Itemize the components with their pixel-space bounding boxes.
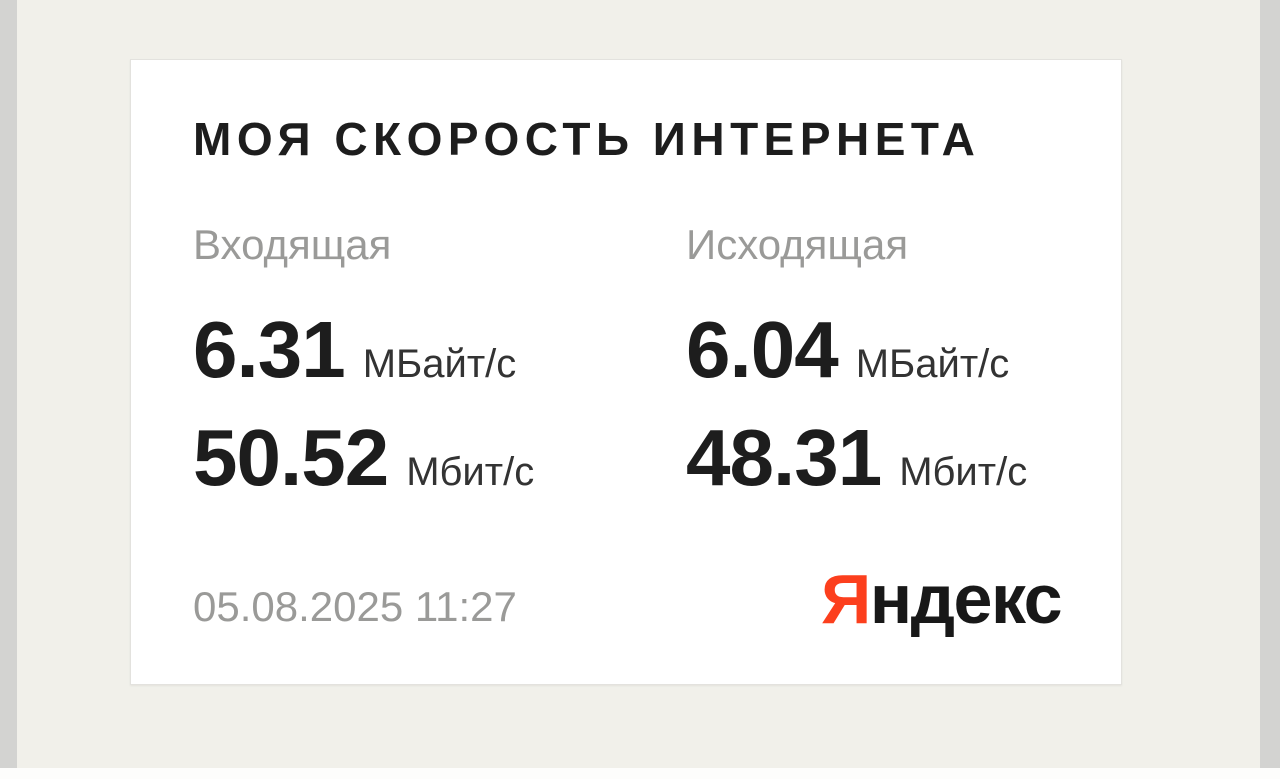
download-column: Входящая 6.31 МБайт/с 50.52 Мбит/с: [193, 221, 686, 498]
left-edge-strip: [0, 0, 17, 779]
measurement-timestamp: 05.08.2025 11:27: [193, 583, 517, 630]
yandex-logo-rest: ндекс: [869, 560, 1063, 638]
bottom-edge-strip: [0, 768, 1280, 779]
upload-mbyte-row: 6.04 МБайт/с: [686, 310, 1061, 390]
download-mbit-row: 50.52 Мбит/с: [193, 418, 686, 498]
download-mbyte-value: 6.31: [193, 305, 346, 395]
upload-label: Исходящая: [686, 221, 909, 268]
speed-columns: Входящая 6.31 МБайт/с 50.52 Мбит/с Исход…: [193, 221, 1061, 498]
download-mbit-unit: Мбит/с: [406, 450, 535, 495]
speed-test-card: МОЯ СКОРОСТЬ ИНТЕРНЕТА Входящая 6.31 МБа…: [130, 59, 1122, 685]
download-mbit-value: 50.52: [193, 413, 389, 503]
upload-mbit-value: 48.31: [686, 413, 882, 503]
card-title: МОЯ СКОРОСТЬ ИНТЕРНЕТА: [193, 113, 981, 165]
download-mbyte-row: 6.31 МБайт/с: [193, 310, 686, 390]
upload-mbit-row: 48.31 Мбит/с: [686, 418, 1061, 498]
card-footer: 05.08.2025 11:27 Яндекс: [193, 564, 1063, 634]
download-label: Входящая: [193, 221, 392, 268]
download-mbyte-unit: МБайт/с: [362, 342, 517, 387]
right-edge-strip: [1260, 0, 1280, 779]
yandex-logo[interactable]: Яндекс: [821, 564, 1063, 634]
upload-mbyte-unit: МБайт/с: [855, 342, 1010, 387]
upload-mbyte-value: 6.04: [686, 305, 839, 395]
yandex-logo-ya: Я: [821, 560, 871, 638]
upload-mbit-unit: Мбит/с: [899, 450, 1028, 495]
upload-column: Исходящая 6.04 МБайт/с 48.31 Мбит/с: [686, 221, 1061, 498]
